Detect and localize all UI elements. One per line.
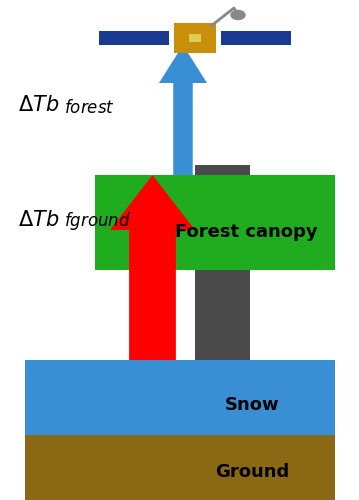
- Bar: [189, 34, 201, 42]
- Text: Snow: Snow: [225, 396, 280, 414]
- Text: $\mathit{\Delta Tb}$: $\mathit{\Delta Tb}$: [18, 210, 59, 230]
- Bar: [174, 23, 216, 53]
- Bar: [221, 31, 291, 45]
- FancyArrow shape: [159, 45, 207, 175]
- Bar: [25, 360, 335, 435]
- Text: $\mathit{forest}$: $\mathit{forest}$: [64, 99, 115, 117]
- Text: $\mathit{fground}$: $\mathit{fground}$: [64, 210, 131, 232]
- Text: $\mathit{\Delta Tb}$: $\mathit{\Delta Tb}$: [18, 95, 59, 115]
- Bar: [99, 31, 169, 45]
- FancyArrow shape: [110, 175, 195, 360]
- Bar: [95, 175, 335, 270]
- Bar: [195, 165, 250, 360]
- Text: Ground: Ground: [215, 463, 289, 481]
- Bar: [25, 435, 335, 500]
- Text: Forest canopy: Forest canopy: [175, 223, 318, 241]
- Ellipse shape: [231, 10, 245, 20]
